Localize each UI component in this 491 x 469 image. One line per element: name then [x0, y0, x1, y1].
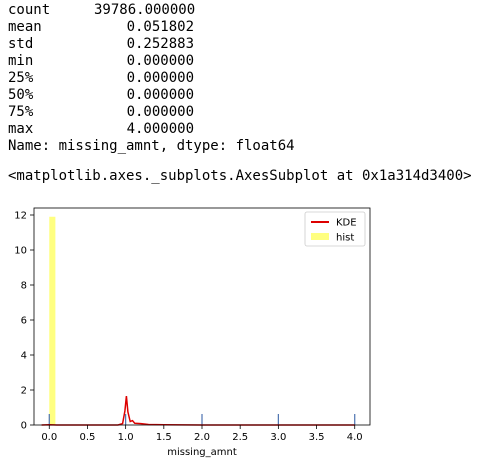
stat-value: 0.000000 [126, 70, 194, 86]
stat-value: 39786.000000 [94, 2, 196, 18]
y-tick-label: 6 [21, 316, 27, 327]
x-axis-label: missing_amnt [167, 447, 237, 458]
y-tick-label: 0 [21, 421, 27, 432]
y-tick-label: 2 [21, 386, 27, 397]
stat-key: min [8, 53, 34, 69]
stat-value: 0.000000 [126, 53, 194, 69]
legend-hist-swatch [311, 233, 329, 240]
x-tick-label: 4.0 [347, 432, 363, 443]
series-name-line: Name: missing_amnt, dtype: float64 [8, 138, 295, 154]
stat-key: std [8, 36, 34, 52]
stat-value: 0.000000 [126, 104, 194, 120]
y-tick-label: 4 [21, 351, 27, 362]
x-tick-label: 0.0 [41, 432, 57, 443]
x-tick-label: 1.0 [118, 432, 134, 443]
y-tick-label: 10 [14, 246, 27, 257]
describe-output: count 39786.000000 mean 0.051802 std 0.252883… [8, 2, 295, 155]
y-tick-label: 12 [14, 211, 27, 222]
legend-kde-label: KDE [336, 218, 357, 229]
stat-key: 75% [8, 104, 34, 120]
axes-repr: <matplotlib.axes._subplots.AxesSubplot a… [8, 168, 472, 184]
stat-row: mean 0.051802 [8, 19, 295, 36]
stat-row: max 4.000000 [8, 121, 295, 138]
stat-row: count 39786.000000 [8, 2, 295, 19]
y-tick-label: 8 [21, 281, 27, 292]
kde-line [41, 396, 355, 426]
stat-row: 50% 0.000000 [8, 87, 295, 104]
stat-value: 0.051802 [126, 19, 194, 35]
x-tick-label: 2.0 [194, 432, 210, 443]
stat-key: 25% [8, 70, 34, 86]
stat-value: 0.000000 [126, 87, 194, 103]
stat-key: mean [8, 19, 42, 35]
x-tick-label: 1.5 [156, 432, 172, 443]
stat-row: 75% 0.000000 [8, 104, 295, 121]
x-tick-label: 3.0 [270, 432, 286, 443]
stat-row: min 0.000000 [8, 53, 295, 70]
x-tick-label: 0.5 [80, 432, 96, 443]
legend-hist-label: hist [336, 233, 354, 244]
stat-value: 0.252883 [126, 36, 194, 52]
stat-key: count [8, 2, 51, 18]
stat-value: 4.000000 [126, 121, 194, 137]
stat-row: std 0.252883 [8, 36, 295, 53]
distribution-chart: 0.0 0.5 1.0 1.5 2.0 2.5 3.0 3.5 4.0 0 2 4 6 8 10 12 miss… [14, 207, 371, 458]
stat-row: 25% 0.000000 [8, 70, 295, 87]
hist-bar [49, 216, 56, 425]
stat-key: 50% [8, 87, 34, 103]
stat-key: max [8, 121, 34, 137]
x-tick-label: 3.5 [309, 432, 325, 443]
x-tick-label: 2.5 [232, 432, 248, 443]
